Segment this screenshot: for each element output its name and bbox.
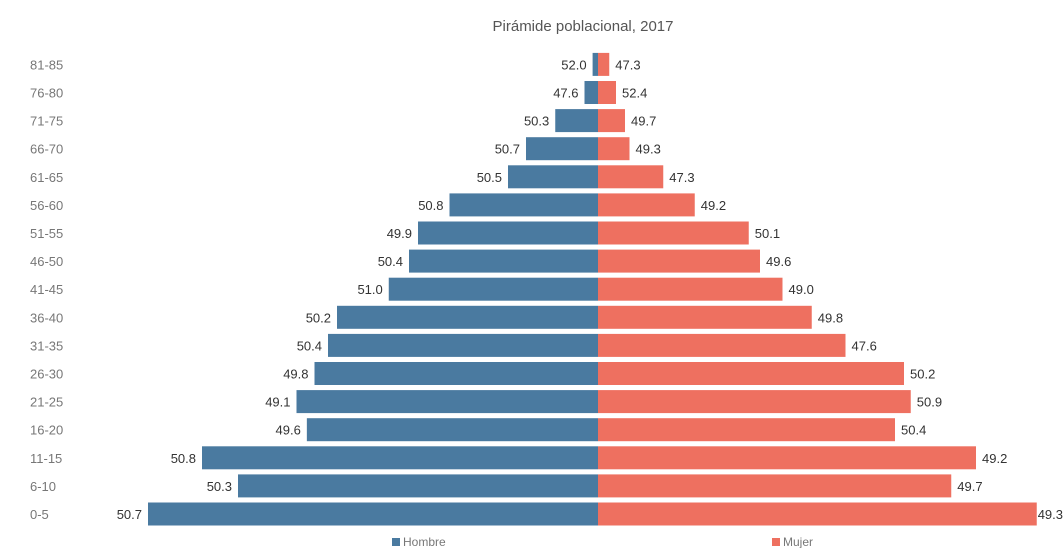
bar-hombre-56-60[interactable]: [449, 193, 599, 217]
bar-mujer-51-55[interactable]: [598, 221, 749, 245]
bar-hombre-6-10[interactable]: [238, 474, 598, 498]
value-label-mujer-11-15: 49.2: [982, 451, 1007, 466]
value-label-mujer-6-10: 49.7: [957, 479, 982, 494]
age-label-71-75: 71-75: [30, 114, 63, 129]
bar-hombre-46-50[interactable]: [409, 249, 598, 273]
bar-hombre-76-80[interactable]: [584, 81, 599, 104]
bar-mujer-21-25[interactable]: [598, 390, 911, 414]
value-label-mujer-46-50: 49.6: [766, 254, 791, 269]
bar-mujer-61-65[interactable]: [598, 165, 664, 189]
value-label-mujer-61-65: 47.3: [669, 170, 694, 185]
bar-hombre-36-40[interactable]: [337, 305, 598, 329]
value-label-hombre-41-45: 51.0: [357, 282, 382, 297]
bar-mujer-41-45[interactable]: [598, 277, 783, 301]
value-label-hombre-36-40: 50.2: [306, 310, 331, 325]
bar-mujer-36-40[interactable]: [598, 305, 812, 329]
bar-mujer-16-20[interactable]: [598, 418, 895, 442]
age-label-41-45: 41-45: [30, 282, 63, 297]
value-label-hombre-66-70: 50.7: [495, 142, 520, 157]
bar-hombre-31-35[interactable]: [328, 333, 598, 357]
bar-mujer-56-60[interactable]: [598, 193, 695, 217]
legend-swatch-mujer: [772, 538, 780, 546]
bar-mujer-76-80[interactable]: [598, 81, 616, 104]
legend: Hombre Mujer: [392, 535, 813, 548]
bar-mujer-6-10[interactable]: [598, 474, 952, 498]
age-label-56-60: 56-60: [30, 198, 63, 213]
value-label-hombre-21-25: 49.1: [265, 395, 290, 410]
value-label-mujer-51-55: 50.1: [755, 226, 780, 241]
bar-mujer-46-50[interactable]: [598, 249, 760, 273]
bar-hombre-11-15[interactable]: [202, 446, 598, 470]
bar-hombre-21-25[interactable]: [296, 390, 599, 414]
age-label-6-10: 6-10: [30, 479, 56, 494]
age-label-51-55: 51-55: [30, 226, 63, 241]
age-label-0-5: 0-5: [30, 507, 49, 522]
age-label-66-70: 66-70: [30, 142, 63, 157]
age-label-26-30: 26-30: [30, 367, 63, 382]
legend-swatch-hombre: [392, 538, 400, 546]
bars-group: 0-5 50.7 49.3 6-10 50.3 49.7 11-15 50.8 49.2 16-2…: [30, 52, 1063, 526]
value-label-mujer-56-60: 49.2: [701, 198, 726, 213]
bar-mujer-26-30[interactable]: [598, 362, 904, 385]
value-label-hombre-71-75: 50.3: [524, 114, 549, 129]
bar-hombre-41-45[interactable]: [388, 277, 598, 301]
bar-mujer-0-5[interactable]: [598, 502, 1037, 526]
age-label-81-85: 81-85: [30, 57, 63, 72]
value-label-hombre-51-55: 49.9: [387, 226, 412, 241]
age-label-11-15: 11-15: [30, 451, 62, 466]
value-label-mujer-0-5: 49.3: [1038, 507, 1063, 522]
bar-hombre-61-65[interactable]: [508, 165, 598, 189]
age-label-36-40: 36-40: [30, 310, 63, 325]
value-label-hombre-0-5: 50.7: [117, 507, 142, 522]
value-label-hombre-61-65: 50.5: [477, 170, 502, 185]
bar-mujer-11-15[interactable]: [598, 446, 976, 470]
bar-hombre-26-30[interactable]: [314, 362, 599, 385]
value-label-hombre-46-50: 50.4: [378, 254, 403, 269]
value-label-mujer-81-85: 47.3: [615, 57, 640, 72]
value-label-hombre-26-30: 49.8: [283, 367, 308, 382]
value-label-hombre-56-60: 50.8: [418, 198, 443, 213]
value-label-hombre-11-15: 50.8: [171, 451, 196, 466]
bar-hombre-51-55[interactable]: [418, 221, 598, 245]
value-label-mujer-16-20: 50.4: [901, 423, 926, 438]
chart-title: Pirámide poblacional, 2017: [493, 18, 674, 35]
age-label-61-65: 61-65: [30, 170, 63, 185]
bar-mujer-71-75[interactable]: [598, 109, 625, 133]
bar-hombre-81-85[interactable]: [592, 52, 598, 76]
age-label-76-80: 76-80: [30, 86, 63, 101]
value-label-mujer-21-25: 50.9: [917, 395, 942, 410]
bar-hombre-0-5[interactable]: [148, 502, 598, 526]
bar-hombre-71-75[interactable]: [555, 109, 598, 133]
age-label-16-20: 16-20: [30, 423, 63, 438]
bar-mujer-31-35[interactable]: [598, 333, 846, 357]
legend-label-hombre[interactable]: Hombre: [403, 535, 446, 548]
age-label-46-50: 46-50: [30, 254, 63, 269]
value-label-hombre-6-10: 50.3: [207, 479, 232, 494]
value-label-mujer-71-75: 49.7: [631, 114, 656, 129]
value-label-mujer-41-45: 49.0: [789, 282, 814, 297]
bar-hombre-16-20[interactable]: [306, 418, 598, 442]
value-label-hombre-31-35: 50.4: [297, 338, 322, 353]
age-label-31-35: 31-35: [30, 338, 63, 353]
value-label-mujer-76-80: 52.4: [622, 86, 647, 101]
value-label-hombre-76-80: 47.6: [553, 86, 578, 101]
value-label-mujer-31-35: 47.6: [852, 338, 877, 353]
bar-hombre-66-70[interactable]: [526, 137, 598, 161]
legend-label-mujer[interactable]: Mujer: [783, 535, 813, 548]
value-label-hombre-81-85: 52.0: [561, 57, 586, 72]
age-label-21-25: 21-25: [30, 395, 63, 410]
value-label-mujer-26-30: 50.2: [910, 367, 935, 382]
value-label-mujer-66-70: 49.3: [636, 142, 661, 157]
bar-mujer-81-85[interactable]: [598, 52, 610, 76]
bar-mujer-66-70[interactable]: [598, 137, 630, 161]
value-label-mujer-36-40: 49.8: [818, 310, 843, 325]
value-label-hombre-16-20: 49.6: [276, 423, 301, 438]
